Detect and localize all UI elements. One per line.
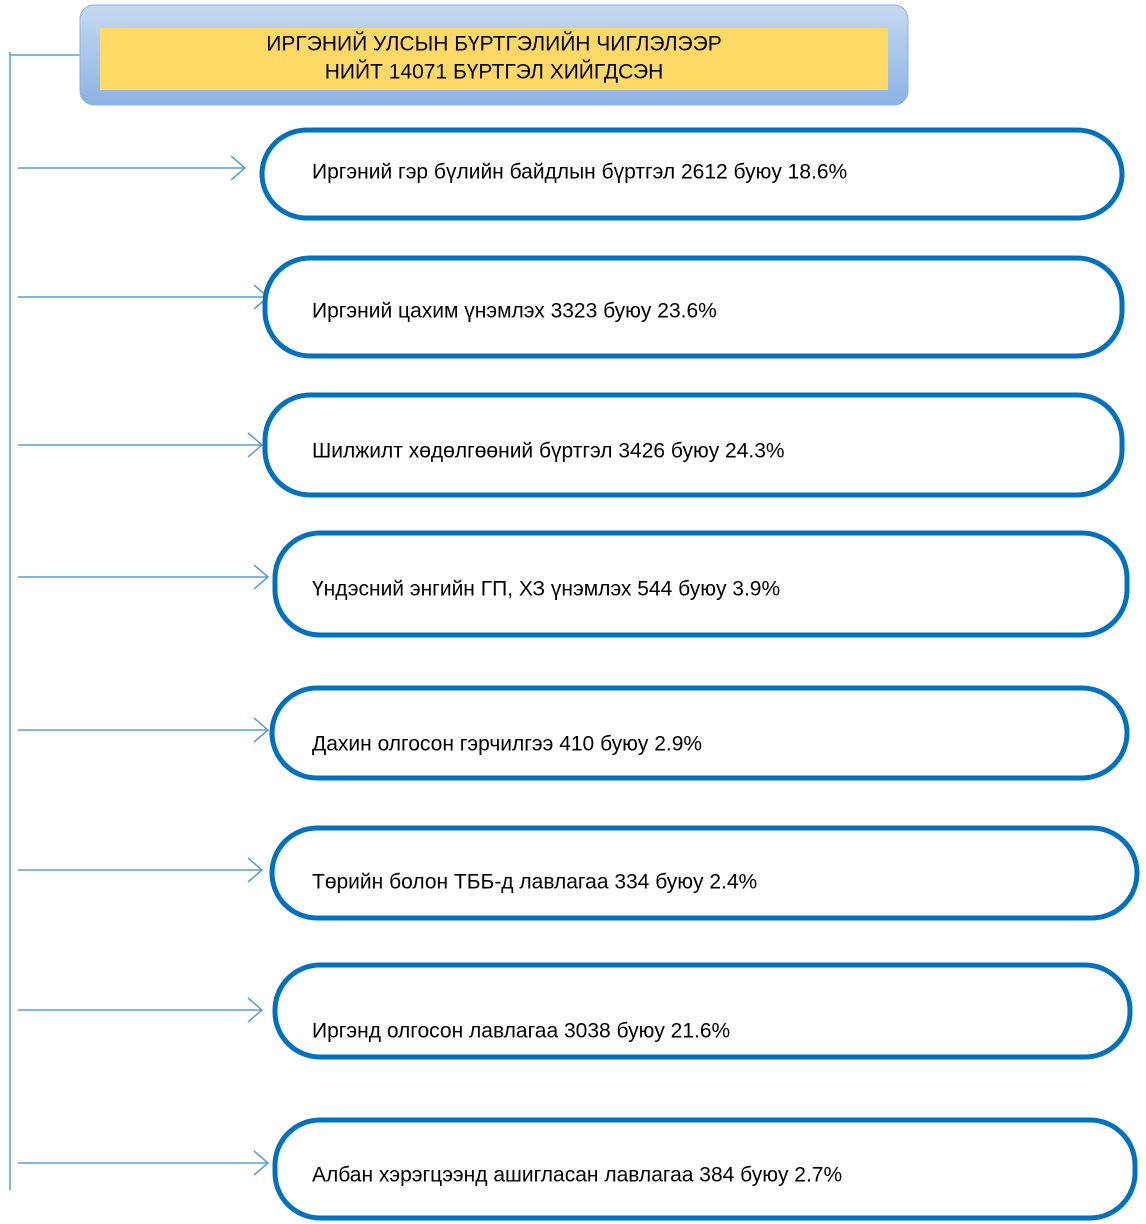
item: Иргэнд олгосон лавлагаа 3038 буюу 21.6%: [18, 962, 1133, 1060]
arrow: [18, 284, 270, 310]
arrow: [18, 717, 270, 743]
item-box: [272, 962, 1133, 1060]
arrow: [18, 857, 264, 883]
item: Үндэсний энгийн ГП, ХЗ үнэмлэх 544 буюу …: [18, 530, 1130, 638]
item-box: [269, 825, 1140, 921]
item: Иргэний цахим үнэмлэх 3323 буюу 23.6%: [18, 255, 1125, 359]
item-box: [269, 685, 1130, 781]
item-label: Төрийн болон ТББ-д лавлагаа 334 буюу 2.4…: [312, 871, 757, 894]
item-label: Шилжилт хөдөлгөөний бүртгэл 3426 буюу 24…: [312, 440, 785, 463]
arrow: [18, 432, 264, 458]
item-label: Иргэний гэр бүлийн байдлын бүртгэл 2612 …: [312, 161, 847, 184]
item-box: [262, 392, 1125, 498]
header-line: НИЙТ 14071 БҮРТГЭЛ ХИЙГДСЭН: [325, 60, 664, 84]
item-box: [262, 255, 1125, 359]
header: ИРГЭНИЙ УЛСЫН БҮРТГЭЛИЙН ЧИГЛЭЛЭЭР НИЙТ …: [10, 4, 909, 106]
item-label: Үндэсний энгийн ГП, ХЗ үнэмлэх 544 буюу …: [312, 578, 780, 601]
arrow: [18, 155, 247, 181]
item-box: [272, 1117, 1138, 1221]
item: Иргэний гэр бүлийн байдлын бүртгэл 2612 …: [18, 127, 1125, 221]
item-label: Дахин олгосон гэрчилгээ 410 буюу 2.9%: [312, 733, 702, 756]
header-line: ИРГЭНИЙ УЛСЫН БҮРТГЭЛИЙН ЧИГЛЭЛЭЭР: [266, 32, 721, 56]
item: Дахин олгосон гэрчилгээ 410 буюу 2.9%: [18, 685, 1130, 781]
header-fill: [100, 28, 888, 90]
item-label: Иргэний цахим үнэмлэх 3323 буюу 23.6%: [312, 300, 717, 323]
item-box: [272, 530, 1130, 638]
item-box: [259, 127, 1125, 221]
item: Албан хэрэгцээнд ашигласан лавлагаа 384 …: [18, 1117, 1138, 1221]
item-label: Албан хэрэгцээнд ашигласан лавлагаа 384 …: [312, 1164, 842, 1187]
item: Шилжилт хөдөлгөөний бүртгэл 3426 буюу 24…: [18, 392, 1125, 498]
item: Төрийн болон ТББ-д лавлагаа 334 буюу 2.4…: [18, 825, 1140, 921]
item-label: Иргэнд олгосон лавлагаа 3038 буюу 21.6%: [312, 1020, 730, 1043]
arrow: [18, 564, 270, 590]
arrow: [18, 1150, 270, 1176]
arrow: [18, 997, 264, 1023]
